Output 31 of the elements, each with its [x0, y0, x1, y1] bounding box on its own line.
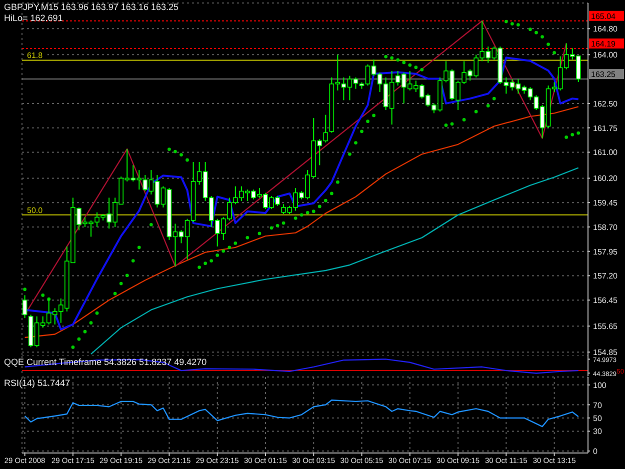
y-tick-label: 0	[593, 447, 598, 456]
y-tick-label: 100	[593, 380, 607, 390]
chart-title: GBPJPY,M15 163.96 163.97 163.16 163.25	[4, 2, 178, 13]
y-tick-label: 164.80	[593, 24, 618, 34]
y-tick-label: 161.00	[593, 148, 618, 158]
line-series	[24, 400, 579, 428]
text: HiLo= 162.691	[4, 13, 64, 24]
annotation: 50.0	[27, 206, 44, 215]
y-tick-label: 30	[593, 427, 602, 436]
y-tick-label: 154.85	[593, 348, 618, 358]
y-tick-label: 156.45	[593, 296, 618, 306]
y-tick-label: 158.70	[593, 222, 618, 232]
y-tick-label: 157.20	[593, 272, 618, 281]
y-tick-label: 155.65	[593, 322, 618, 332]
y-tick-label: 161.75	[593, 124, 618, 133]
y-tick-label: 160.20	[593, 174, 618, 184]
ref-line-label: 164.19	[591, 40, 616, 49]
y-tick-label: 50	[593, 414, 602, 423]
ref-line-label: 165.04	[591, 12, 616, 21]
y-tick-label: 164.00	[593, 50, 618, 60]
line-series	[24, 106, 579, 338]
y-tick-label: 162.50	[593, 99, 618, 108]
chart-title: RSI(14) 51.7447	[4, 378, 70, 389]
line-series	[90, 167, 579, 355]
annotation: 61.8	[27, 51, 44, 60]
ref-line-label: 163.25	[591, 70, 616, 80]
line-series	[24, 358, 579, 374]
candlestick	[22, 294, 28, 318]
y-tick-label: 159.45	[593, 198, 618, 208]
y-tick-label: 157.95	[593, 247, 618, 256]
y-tick-label: 70	[593, 400, 602, 410]
